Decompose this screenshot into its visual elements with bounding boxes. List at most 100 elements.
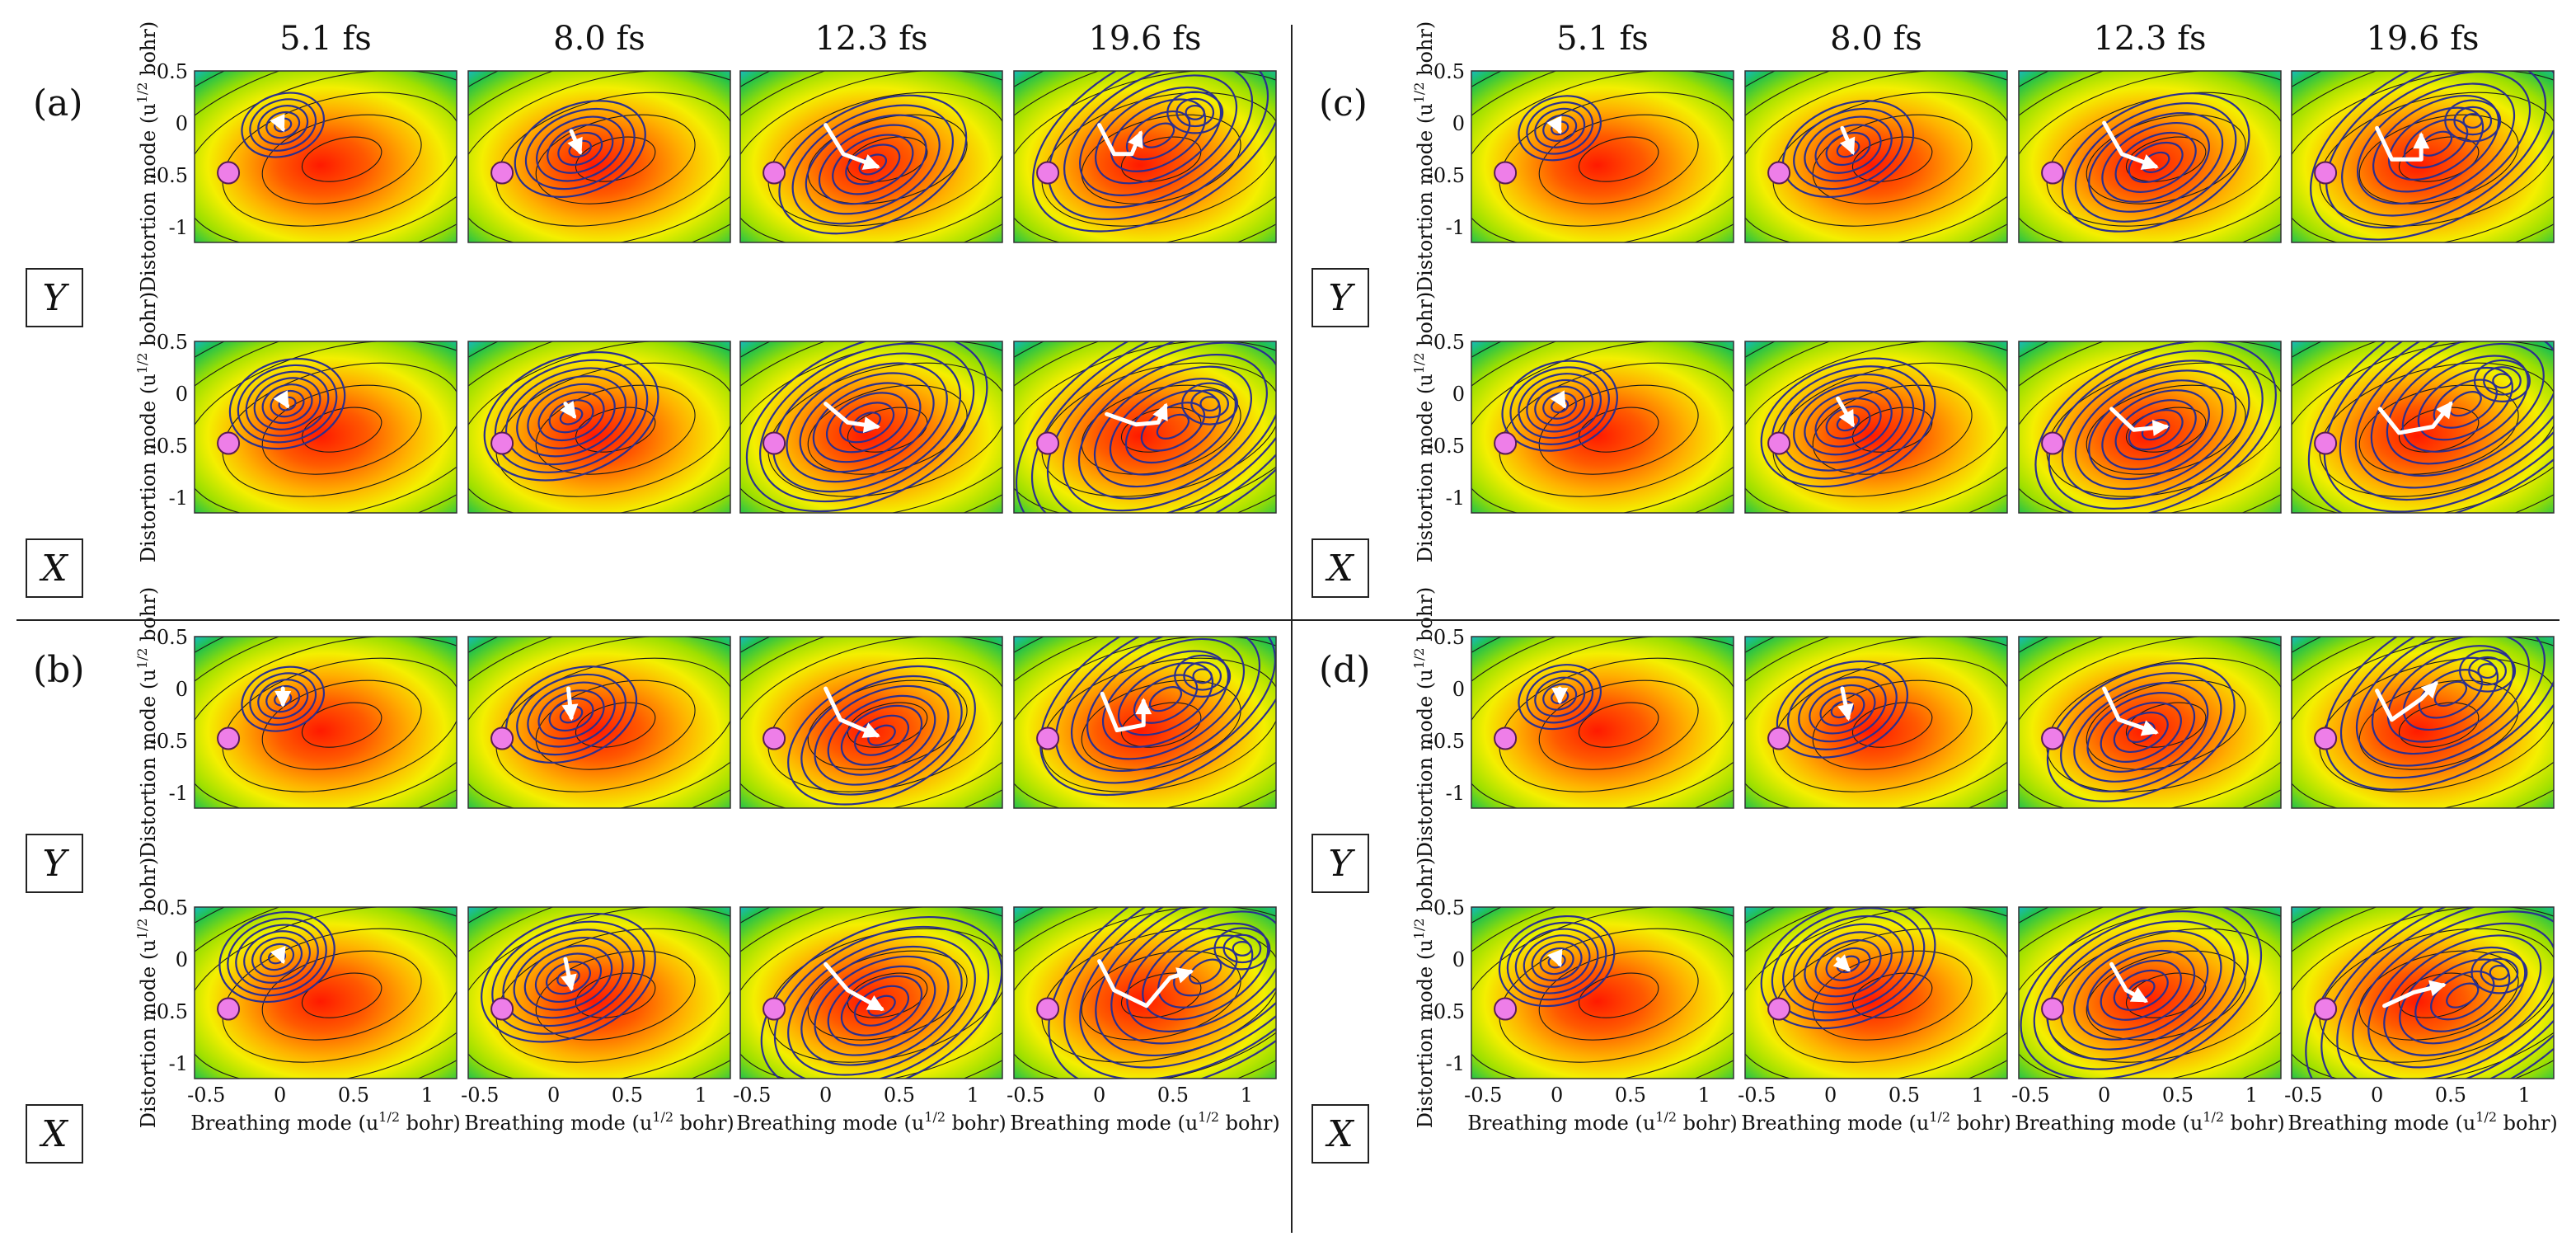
- plot-frame: [2018, 906, 2282, 1079]
- trajectory-arrowhead: [567, 136, 583, 156]
- wavepacket-contour: [825, 392, 908, 454]
- wavepacket-contour: [2386, 342, 2545, 465]
- wavepacket-contour: [1518, 664, 1602, 731]
- x-axis-label: Breathing mode (u1/2 bohr): [1741, 1109, 2011, 1135]
- ci-marker: [2314, 726, 2338, 750]
- state-label-y: Y: [1328, 277, 1355, 319]
- y-tick-label: -1: [1446, 216, 1465, 239]
- wavepacket-contour: [1534, 107, 1586, 148]
- x-tick-label: -0.5: [2011, 1084, 2049, 1107]
- panel-label-b: (b): [33, 649, 85, 691]
- wavepacket-contour: [1175, 97, 1215, 128]
- wavepacket-contour: [483, 350, 659, 482]
- wavepacket-contour: [260, 943, 295, 971]
- wavepacket-contour: [1077, 354, 1268, 500]
- wavepacket-contour: [2307, 341, 2554, 513]
- ci-marker: [490, 431, 514, 455]
- y-tick-label: 0.5: [1433, 60, 1465, 83]
- ci-marker: [2314, 431, 2338, 455]
- plot-b-y-3: [1013, 636, 1277, 809]
- time-label: 12.3 fs: [814, 20, 927, 58]
- wavepacket-contour: [2113, 969, 2169, 1011]
- plot-frame: [739, 70, 1003, 243]
- time-label: 5.1 fs: [279, 20, 372, 58]
- potential-contour: [2319, 92, 2554, 227]
- wavepacket-contour: [270, 389, 305, 418]
- potential-contour: [1499, 92, 1734, 227]
- wavepacket-contour: [537, 391, 605, 442]
- wavepacket-contour: [787, 665, 976, 806]
- potential-contour: [2292, 341, 2554, 513]
- plot-a-y-2: [739, 70, 1003, 243]
- potential-contour: [1578, 972, 1659, 1018]
- y-tick-label: -1: [1446, 782, 1465, 805]
- x-tick-label: 0: [819, 1084, 832, 1107]
- potential-contour: [1041, 928, 1276, 1063]
- plot-b-x-3: [1013, 906, 1277, 1079]
- wavepacket-contour: [1232, 941, 1253, 957]
- wavepacket-contour: [2086, 949, 2196, 1031]
- wavepacket-contour: [257, 105, 309, 146]
- y-tick-label: 0.5: [157, 60, 188, 83]
- trajectory-arrowhead: [274, 690, 292, 708]
- wavepacket-contour: [1030, 341, 1276, 513]
- x-tick-label: -0.5: [187, 1084, 225, 1107]
- wavepacket-contour: [2370, 341, 2554, 477]
- plot-frame: [1471, 341, 1734, 514]
- potential-contour: [195, 907, 457, 1079]
- wavepacket-contour: [1199, 396, 1220, 412]
- wavepacket-contour: [537, 689, 605, 740]
- y-axis-label: Distortion mode (u1/2 bohr): [1411, 858, 1437, 1128]
- wavepacket-contour: [1141, 122, 1175, 148]
- wavepacket-contour: [1798, 676, 1887, 743]
- wavepacket-contour: [1793, 107, 1903, 190]
- trajectory-arrowhead: [1546, 948, 1563, 968]
- wavepacket-contour: [1526, 101, 1594, 155]
- wavepacket-contour: [2339, 637, 2554, 779]
- potential-contour: [1041, 92, 1276, 227]
- wavepacket-contour: [2074, 369, 2237, 491]
- wavepacket-contour: [2492, 373, 2513, 389]
- time-label: 19.6 fs: [2366, 20, 2479, 58]
- wavepacket-contour: [228, 358, 346, 450]
- ci-marker: [762, 997, 786, 1021]
- plot-d-x-3: [2291, 906, 2555, 1079]
- ci-marker: [217, 726, 241, 750]
- potential-contour: [1471, 907, 1734, 1079]
- x-tick-label: 0.5: [338, 1084, 369, 1107]
- state-label-y: Y: [1328, 843, 1355, 885]
- potential-contour: [222, 92, 457, 227]
- plot-frame: [2018, 341, 2282, 514]
- trajectory-arrowhead: [1832, 954, 1851, 972]
- potential-contour: [495, 928, 730, 1063]
- potential-contour: [2046, 362, 2281, 497]
- state-label-x: X: [39, 1113, 68, 1155]
- potential-contour: [1745, 637, 2007, 808]
- ci-marker: [1036, 161, 1060, 185]
- y-tick-label: -0.5: [150, 1000, 188, 1023]
- potential-contour: [301, 972, 382, 1018]
- wavepacket-contour: [2383, 934, 2542, 1056]
- trajectory-arrowhead: [1135, 698, 1152, 715]
- ci-marker: [2041, 726, 2065, 750]
- wavepacket-contour: [854, 714, 909, 756]
- wavepacket-contour: [1781, 914, 1915, 1013]
- y-tick-label: 0: [1452, 948, 1465, 971]
- wavepacket-contour: [1183, 661, 1222, 691]
- wavepacket-contour: [773, 925, 990, 1079]
- wavepacket-contour: [1793, 923, 1903, 1006]
- potential-contour: [1499, 928, 1734, 1063]
- wavepacket-contour: [2086, 692, 2196, 773]
- trajectory-arrowhead: [1550, 390, 1566, 409]
- plot-frame: [1744, 70, 2008, 243]
- wavepacket-contour: [1514, 928, 1599, 994]
- wavepacket-contour: [2128, 141, 2184, 183]
- potential-contour: [1851, 136, 1933, 182]
- plot-c-y-0: [1471, 70, 1734, 243]
- plot-d-y-1: [1744, 636, 2008, 809]
- potential-contour: [1538, 679, 1699, 770]
- wavepacket-contour: [1166, 91, 1224, 134]
- x-tick-label: 1: [421, 1084, 434, 1107]
- potential-contour: [195, 341, 457, 513]
